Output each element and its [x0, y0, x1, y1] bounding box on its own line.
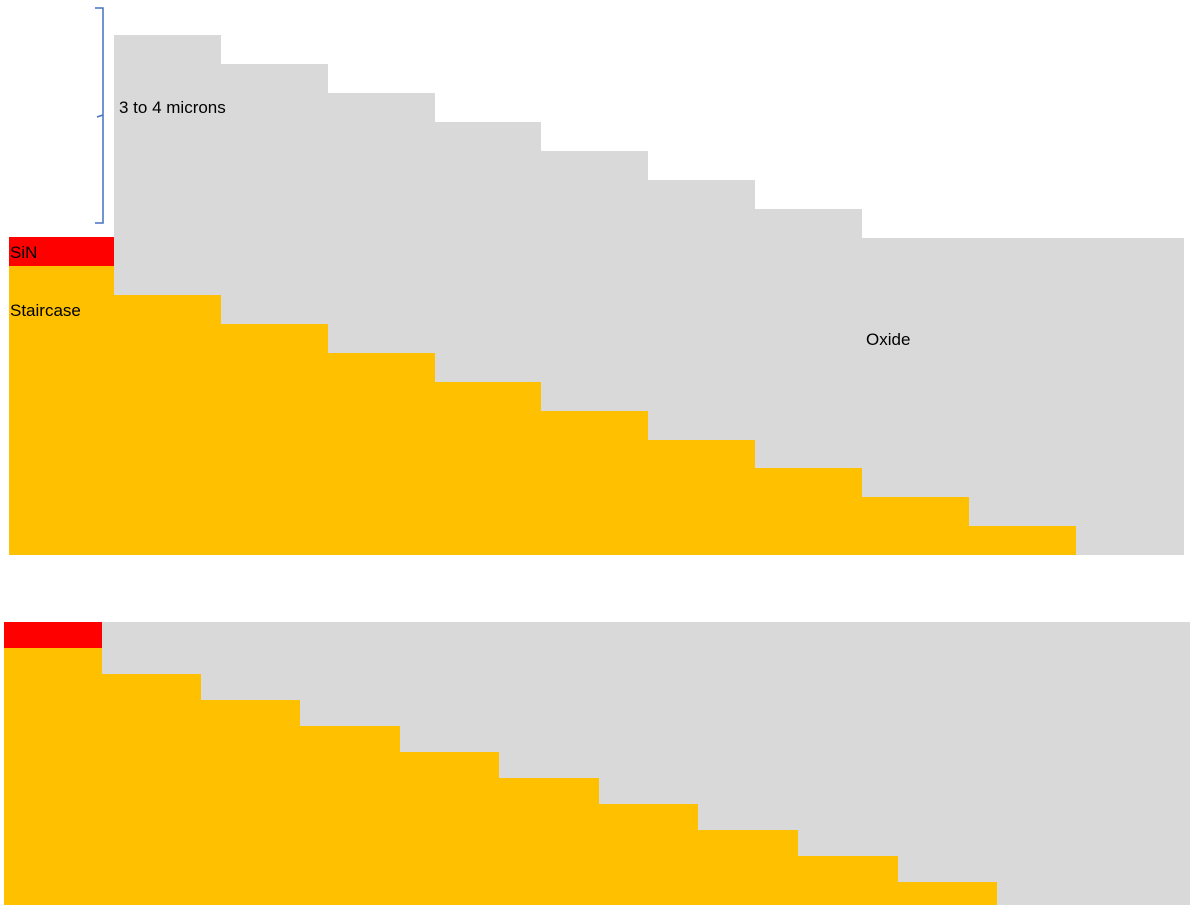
- top-cross-section: 3 to 4 microns SiN Staircase Oxide: [9, 7, 1184, 555]
- sin-layer-top: [9, 237, 114, 266]
- thickness-bracket: [95, 7, 104, 224]
- sin-label: SiN: [10, 243, 37, 262]
- oxide-label: Oxide: [866, 330, 910, 349]
- staircase-layer-top: [9, 266, 1076, 555]
- staircase-layer-bottom: [4, 648, 997, 905]
- sin-layer-bottom: [4, 622, 102, 648]
- bottom-cross-section: [4, 622, 1190, 905]
- thickness-label: 3 to 4 microns: [119, 98, 226, 117]
- staircase-label: Staircase: [10, 301, 81, 320]
